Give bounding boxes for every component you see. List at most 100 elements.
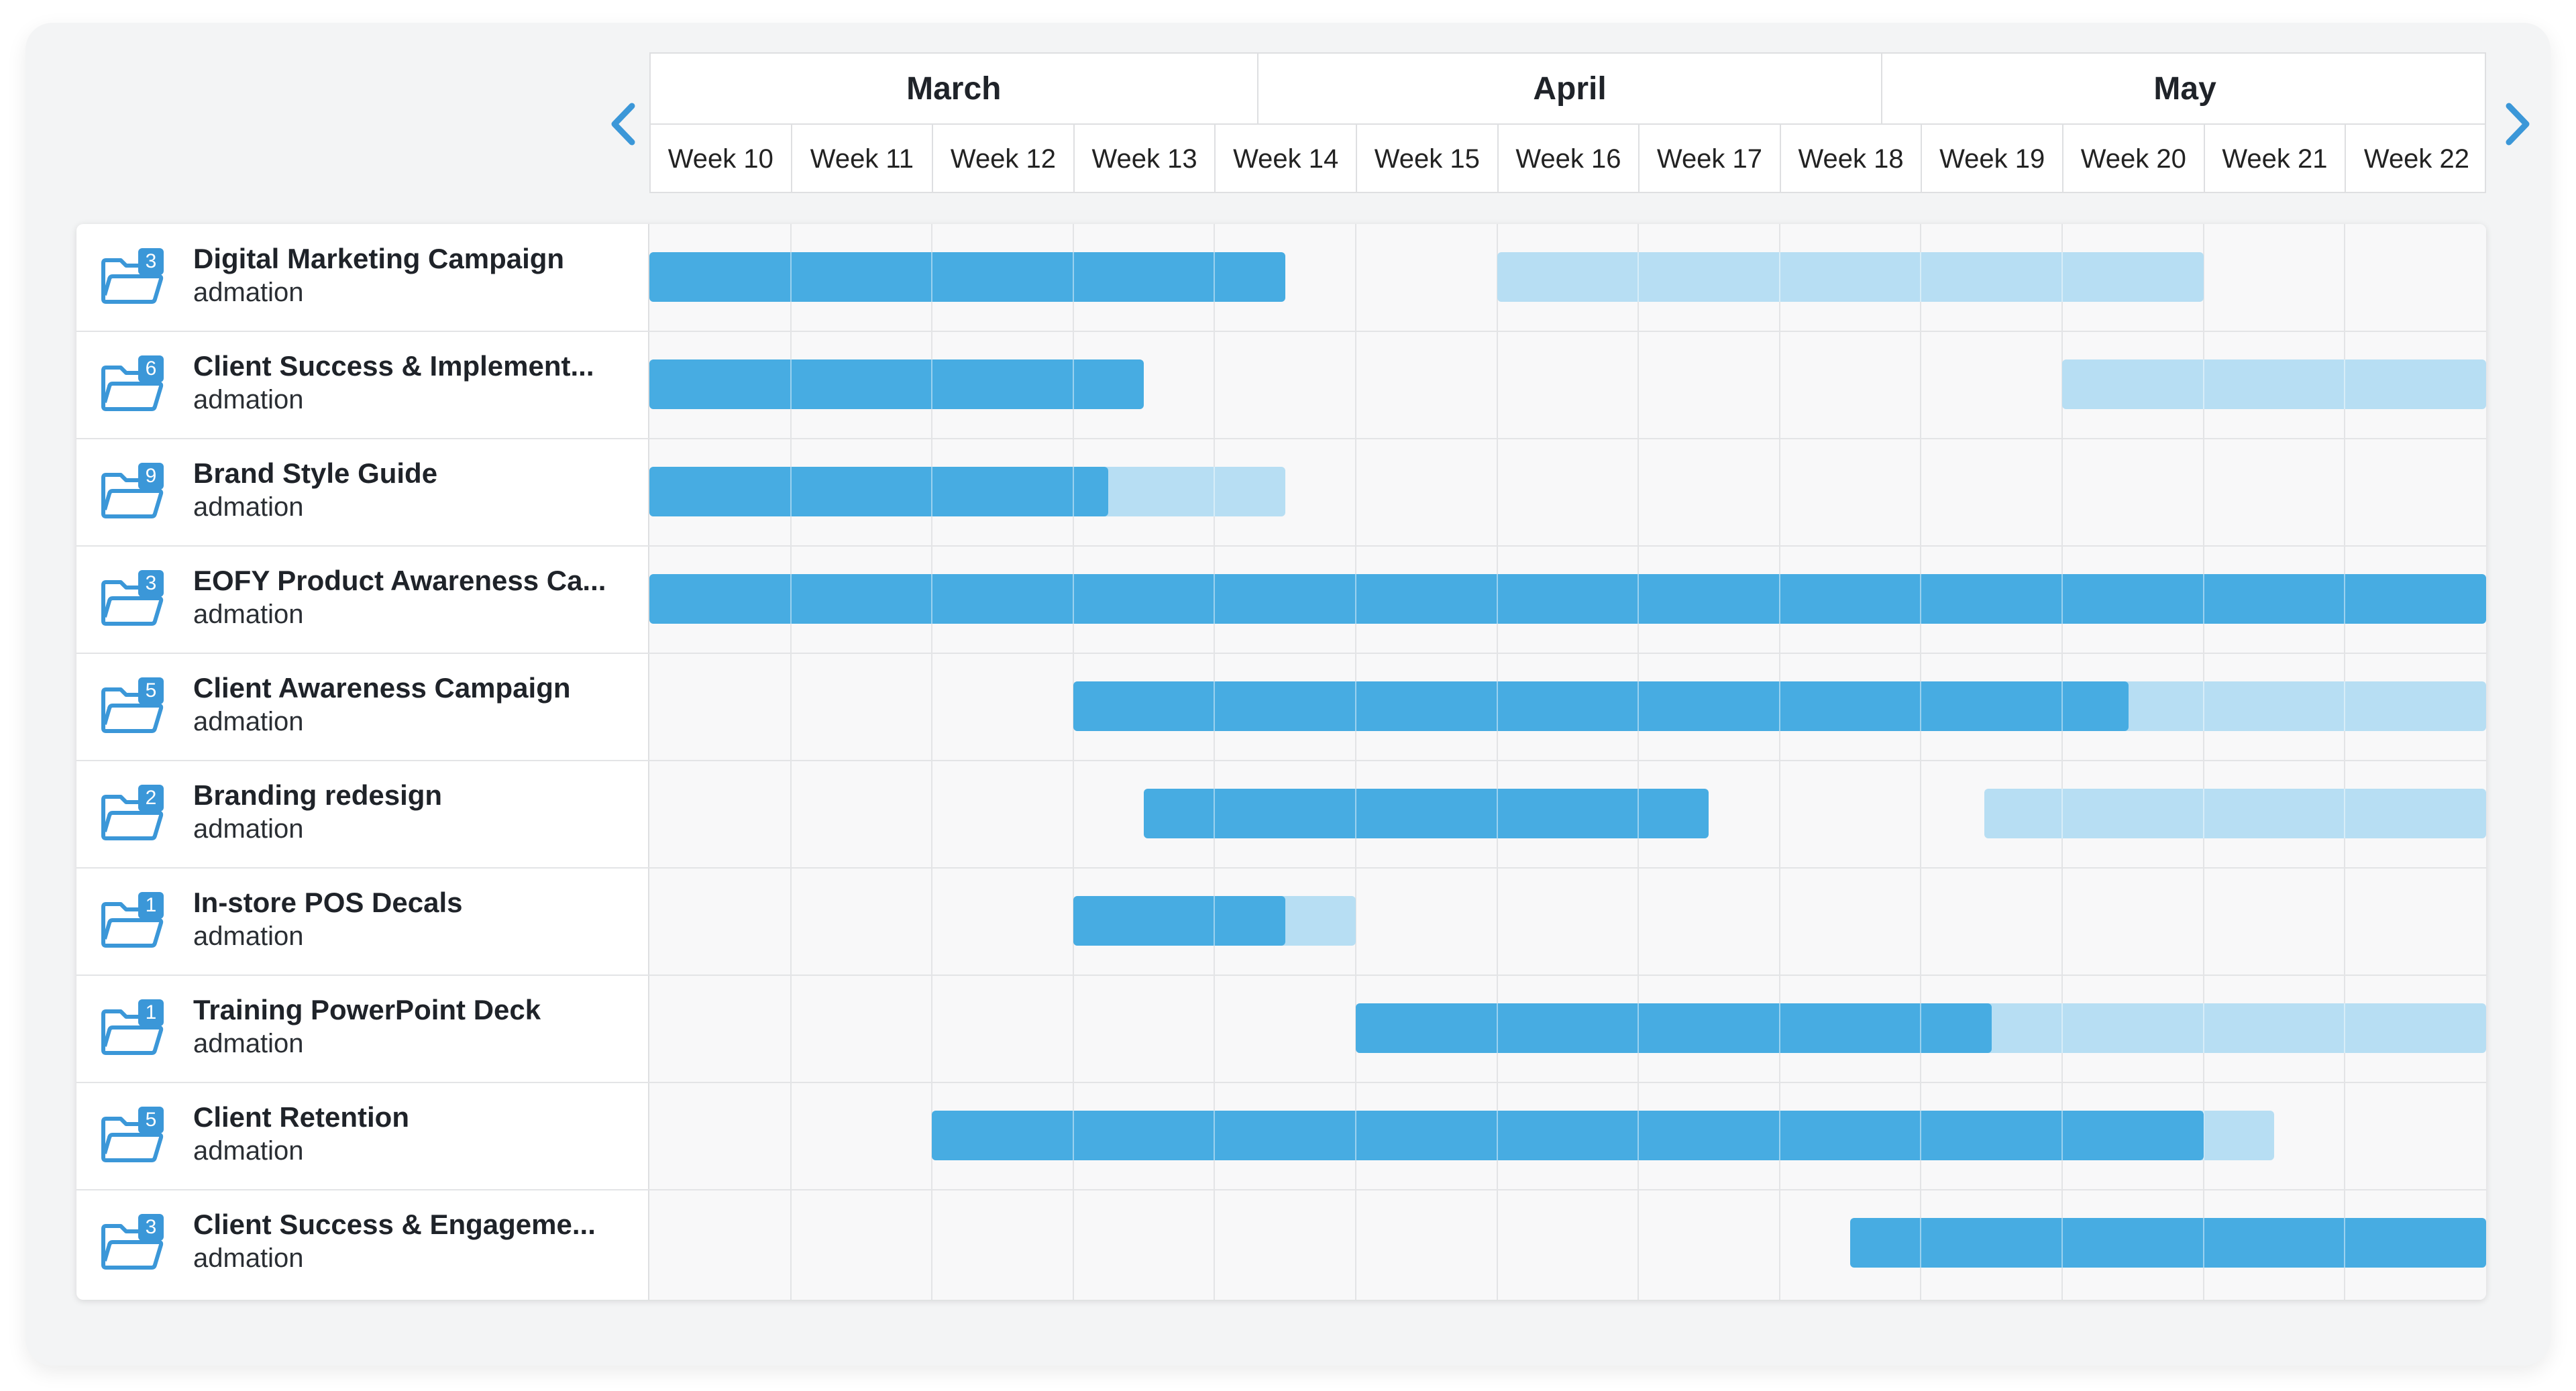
bar-week-separator [1920,1111,1922,1160]
divider [648,224,649,1300]
bar-week-separator [1496,1003,1498,1053]
project-title[interactable]: Client Awareness Campaign [193,672,571,704]
week-row: Week 10 Week 11 Week 12 Week 13 Week 14 Week … [651,125,2485,193]
project-title[interactable]: In-store POS Decals [193,887,463,918]
project-row[interactable]: 1 In-store POS Decals admation [76,868,2486,976]
progress-bar-completed[interactable] [1073,681,2129,731]
bar-week-separator [2202,1111,2204,1160]
project-title[interactable]: Branding redesign [193,779,443,811]
item-count-badge: 3 [138,1214,164,1241]
progress-bar-completed[interactable] [649,467,1109,516]
project-title[interactable]: Client Success & Engageme... [193,1209,596,1240]
bar-week-separator [2061,681,2063,731]
month-label-april: April [1258,54,1883,123]
row-divider [76,331,2486,332]
progress-bar-completed[interactable] [649,252,1285,302]
progress-bar-completed[interactable] [649,359,1144,409]
week-gridline [1072,224,1074,1300]
bar-week-separator [1072,574,1074,624]
bar-week-separator [1496,574,1498,624]
project-row[interactable]: 9 Brand Style Guide admation [76,439,2486,547]
progress-bar-scheduled[interactable] [1497,252,2204,302]
bar-week-separator [1638,1003,1640,1053]
bar-week-separator [1214,252,1216,302]
project-title[interactable]: EOFY Product Awareness Ca... [193,565,606,596]
row-divider [76,1082,2486,1083]
project-client: admation [193,600,304,629]
project-title[interactable]: Client Retention [193,1101,409,1133]
project-client: admation [193,492,304,522]
week-label: Week 17 [1640,125,1781,193]
divider [651,123,2485,125]
week-gridline [2061,224,2063,1300]
bar-week-separator [2344,574,2346,624]
bar-week-separator [2202,1218,2204,1268]
week-label: Week 16 [1499,125,1640,193]
project-title[interactable]: Training PowerPoint Deck [193,994,541,1025]
item-count-badge: 5 [138,1107,164,1133]
week-gridline [1638,224,1640,1300]
week-gridline [2344,224,2346,1300]
bar-week-separator [1920,681,1922,731]
bar-week-separator [2202,1003,2204,1053]
bar-week-separator [1638,252,1640,302]
bar-week-separator [2061,1111,2063,1160]
project-row[interactable]: 6 Client Success & Implement... admation [76,331,2486,439]
bar-week-separator [2202,681,2204,731]
bar-week-separator [2344,1003,2346,1053]
week-label: Week 10 [651,125,792,193]
progress-bar-completed[interactable] [1356,1003,1992,1053]
month-label-may: May [2153,70,2216,107]
bar-week-separator [2061,1003,2063,1053]
project-row[interactable]: 5 Client Awareness Campaign admation [76,653,2486,761]
timeline-header: March April May Week 10 Week 11 Week 12 Week … [649,52,2486,193]
project-title[interactable]: Client Success & Implement... [193,350,594,382]
bar-week-separator [1354,1111,1356,1160]
bar-week-separator [1920,574,1922,624]
project-title[interactable]: Brand Style Guide [193,457,438,489]
bar-week-separator [1920,1218,1922,1268]
project-row[interactable]: 5 Client Retention admation [76,1082,2486,1190]
progress-bar-completed[interactable] [1073,896,1285,946]
row-divider [76,438,2486,439]
progress-bar-scheduled[interactable] [2062,359,2486,409]
project-client: admation [193,922,304,951]
progress-bar-completed[interactable] [932,1111,2204,1160]
project-row[interactable]: 3 Digital Marketing Campaign admation [76,224,2486,332]
project-client: admation [193,814,304,844]
row-divider [76,760,2486,761]
bar-week-separator [1778,1111,1780,1160]
week-gridline [2202,224,2204,1300]
week-label: Week 12 [933,125,1075,193]
project-client: admation [193,1243,304,1273]
project-row[interactable]: 3 EOFY Product Awareness Ca... admation [76,546,2486,654]
week-label: Week 19 [1922,125,2063,193]
week-label: Week 11 [792,125,934,193]
bar-week-separator [1920,252,1922,302]
week-label: Week 15 [1357,125,1499,193]
row-divider [76,545,2486,547]
item-count-badge: 9 [138,463,164,490]
project-client: admation [193,385,304,414]
bar-week-separator [790,574,792,624]
chevron-right-icon[interactable] [2497,101,2537,148]
chevron-left-icon[interactable] [604,101,644,148]
progress-bar-completed[interactable] [649,574,2486,624]
project-title[interactable]: Digital Marketing Campaign [193,243,565,274]
week-gridline [790,224,792,1300]
bar-week-separator [1214,681,1216,731]
project-row[interactable]: 3 Client Success & Engageme... admation [76,1190,2486,1297]
bar-week-separator [1214,896,1216,946]
bar-week-separator [2344,359,2346,409]
week-gridline [931,224,933,1300]
bar-week-separator [790,252,792,302]
project-row[interactable]: 1 Training PowerPoint Deck admation [76,975,2486,1083]
project-client: admation [193,1029,304,1058]
bar-week-separator [1072,252,1074,302]
progress-bar-completed[interactable] [1850,1218,2486,1268]
week-label: Week 13 [1075,125,1216,193]
progress-bar-completed[interactable] [1144,789,1709,838]
progress-bar-scheduled[interactable] [1984,789,2486,838]
bar-week-separator [2344,681,2346,731]
project-row[interactable]: 2 Branding redesign admation [76,761,2486,869]
